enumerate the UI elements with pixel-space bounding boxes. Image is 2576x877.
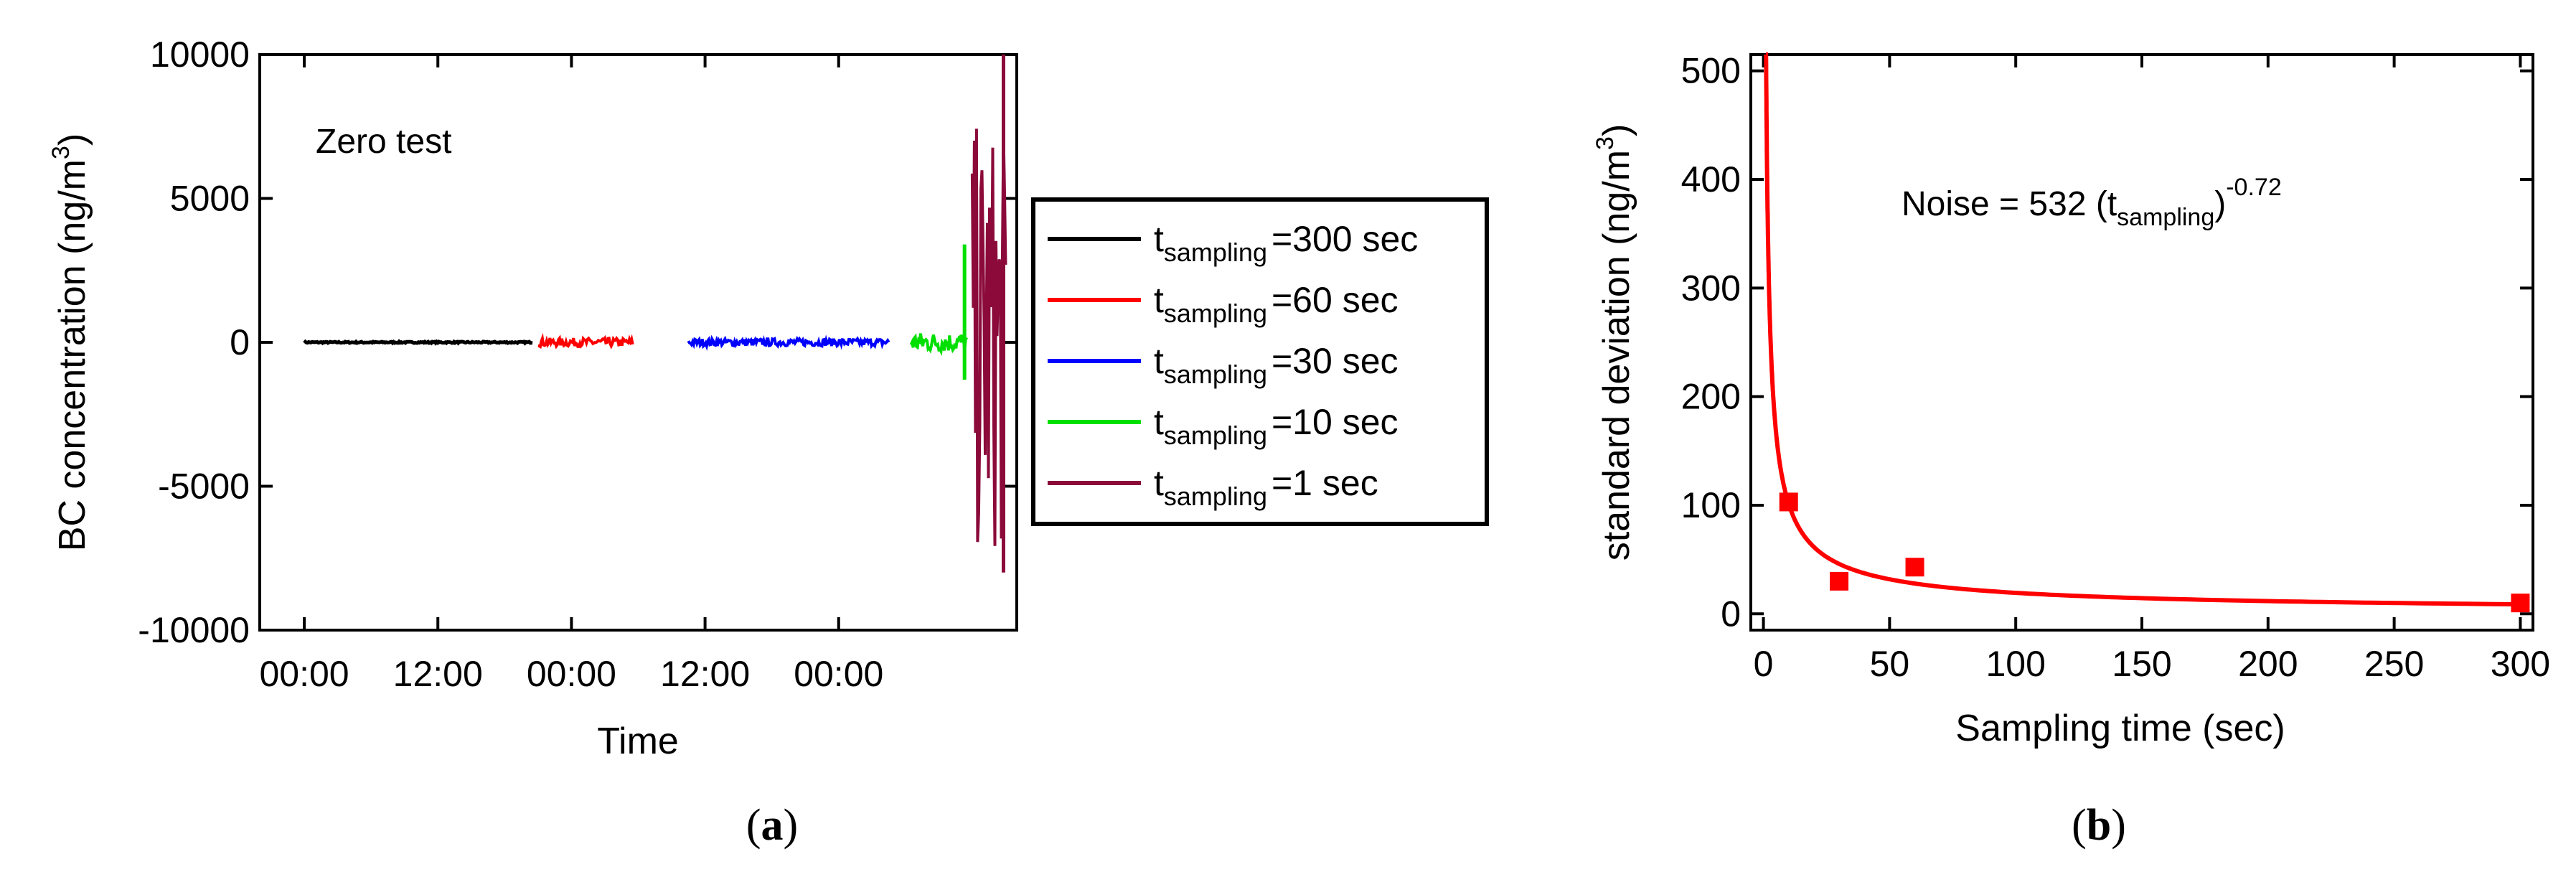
panel-b-y-tick-label: 500	[1681, 51, 1741, 91]
panel-b-annotation-sup: -0.72	[2226, 174, 2282, 201]
panel-a-x-tick-label: 12:00	[660, 654, 750, 694]
panel-b-y-tick-label: 200	[1681, 377, 1741, 417]
panel-b-y-ticks: 0 100 200 300 400 500	[1681, 51, 2533, 634]
legend-label: tsampling =300 sec	[1154, 219, 1418, 267]
panel-b-annotation-sub: sampling	[2117, 204, 2214, 231]
panel-b-y-axis-label-close: )	[1596, 124, 1637, 136]
panel-a-x-tick-label: 00:00	[527, 654, 616, 694]
panel-b-annotation-prefix: Noise = 532 (t	[1902, 185, 2117, 223]
panel-b-x-tick-label: 50	[1870, 644, 1910, 684]
panel-a-y-tick-label: 10000	[150, 34, 250, 75]
panel-a-y-tick-label: -10000	[138, 610, 250, 650]
panel-a-series-line	[970, 128, 1007, 546]
panel-b-annotation-suffix: )	[2214, 185, 2226, 223]
legend-label: tsampling =30 sec	[1154, 341, 1399, 389]
panel-b-x-tick-label: 150	[2112, 644, 2171, 684]
panel-a-series-line	[909, 333, 969, 356]
panel-a-series-line	[537, 332, 634, 350]
panel-b-data-point	[1830, 571, 1849, 591]
panel-a-letter: a	[761, 801, 784, 850]
panel-b-y-tick-label: 0	[1721, 594, 1741, 634]
panel-a: -10000 -5000 0 5000 10000 00:00 12:00 00:00 12:…	[47, 34, 1489, 850]
panel-a-x-ticks: 00:00 12:00 00:00 12:00 00:00	[259, 55, 883, 694]
panel-a-y-axis-label-close: )	[52, 133, 93, 146]
legend-items: tsampling =300 sec tsampling =60 sec tsampli…	[1048, 219, 1418, 511]
panel-b-y-tick-label: 100	[1681, 485, 1741, 525]
panel-b-y-tick-label: 400	[1681, 159, 1741, 200]
panel-b-fit-curve	[1764, 52, 2521, 606]
panel-b-x-tick-label: 0	[1754, 644, 1774, 684]
legend-label: tsampling =60 sec	[1154, 280, 1399, 328]
panel-a-x-tick-label: 00:00	[259, 654, 349, 694]
panel-a-y-tick-label: 5000	[170, 179, 250, 219]
panel-b-label: (b)	[2072, 801, 2126, 850]
legend-label: tsampling =10 sec	[1154, 402, 1399, 450]
panel-a-y-tick-label: 0	[230, 322, 250, 362]
panel-b-letter: b	[2087, 801, 2111, 850]
panel-a-y-axis-label-sup: 3	[47, 146, 75, 159]
panel-b-y-axis-label-sup: 3	[1592, 136, 1619, 150]
panel-b-x-axis-label: Sampling time (sec)	[1955, 708, 2285, 749]
panel-a-legend: tsampling =300 sec tsampling =60 sec tsampli…	[1031, 197, 1489, 526]
panel-a-y-tick-label: -5000	[158, 466, 250, 507]
panel-a-label: (a)	[746, 801, 798, 850]
panel-b-x-tick-label: 300	[2491, 644, 2550, 684]
panel-a-y-axis-label-main: BC concentration (ng/m	[52, 159, 93, 551]
panel-b: 0 100 200 300 400 500 0 50 100 150 200 250 300 Nois…	[1592, 51, 2550, 850]
legend-label: tsampling =1 sec	[1154, 463, 1378, 511]
panel-b-y-axis-label-main: standard deviation (ng/m	[1596, 150, 1637, 561]
panel-b-x-ticks: 0 50 100 150 200 250 300	[1754, 55, 2550, 684]
panel-b-y-axis-label: standard deviation (ng/m3)	[1592, 124, 1637, 561]
panel-b-x-tick-label: 100	[1985, 644, 2045, 684]
panel-b-points	[1779, 492, 2530, 613]
panel-b-y-tick-label: 300	[1681, 268, 1741, 308]
panel-b-x-tick-label: 250	[2364, 644, 2424, 684]
panel-b-plot-frame	[1749, 53, 2534, 632]
panel-a-x-tick-label: 00:00	[794, 654, 883, 694]
panel-a-x-axis-label: Time	[597, 721, 679, 762]
panel-a-annotation: Zero test	[316, 123, 451, 161]
panel-b-data-point	[1905, 558, 1924, 577]
panel-a-series-group	[303, 55, 1007, 573]
panel-b-x-tick-label: 200	[2238, 644, 2298, 684]
panel-a-y-axis-label: BC concentration (ng/m3)	[47, 133, 93, 552]
panel-a-series-line	[303, 339, 533, 346]
panel-b-data-point	[2511, 594, 2530, 613]
panel-a-y-ticks: -10000 -5000 0 5000 10000	[138, 34, 1017, 650]
panel-a-series-line	[687, 334, 890, 351]
panel-b-annotation: Noise = 532 (tsampling)-0.72	[1902, 174, 2282, 231]
panel-a-x-tick-label: 12:00	[393, 654, 483, 694]
panel-b-data-point	[1779, 492, 1798, 512]
